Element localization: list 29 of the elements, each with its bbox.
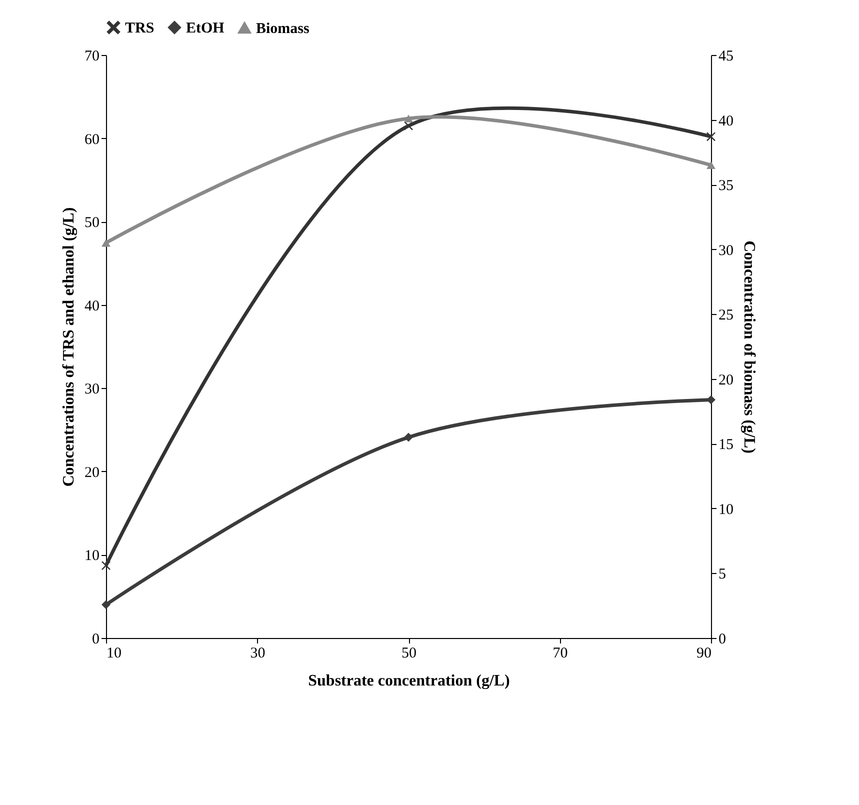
y-tick-label: 40 <box>84 298 100 314</box>
y-tick-label: 10 <box>84 548 100 564</box>
y2-tick-label: 40 <box>718 113 734 130</box>
y-tick-label: 30 <box>84 382 100 398</box>
y2-tick-label: 10 <box>718 502 734 518</box>
y2-tick-label: 5 <box>718 566 726 583</box>
y2-tick-label: 20 <box>718 372 734 388</box>
x-tick-label: 50 <box>402 646 416 662</box>
y2-tick-label: 35 <box>718 178 734 194</box>
x-tick-label: 70 <box>552 646 568 662</box>
y-axis-title: Concentrations of TRS and ethanol (g/L) <box>60 207 78 487</box>
x-tick-label: 30 <box>250 646 266 662</box>
x-axis-title: Substrate concentration (g/L) <box>308 672 510 690</box>
x-tick-label: 90 <box>696 646 712 662</box>
x-tick-label: 10 <box>106 646 122 662</box>
y2-tick-label: 15 <box>718 437 734 454</box>
y2-tick-label: 45 <box>718 48 734 64</box>
y-tick-label: 20 <box>84 464 100 481</box>
legend-label: TRS <box>125 20 154 37</box>
legend-label: EtOH <box>186 20 225 37</box>
y-tick-label: 0 <box>92 632 100 648</box>
y2-tick-label: 0 <box>718 632 726 648</box>
y2-tick-label: 30 <box>718 242 734 259</box>
y-tick-label: 50 <box>84 215 100 232</box>
y2-tick-label: 25 <box>718 308 734 324</box>
legend-label: Biomass <box>256 20 310 37</box>
y2-axis-title: Concentration of biomass (g/L) <box>740 240 758 454</box>
y-tick-label: 60 <box>84 132 100 148</box>
y-tick-label: 70 <box>84 48 100 64</box>
